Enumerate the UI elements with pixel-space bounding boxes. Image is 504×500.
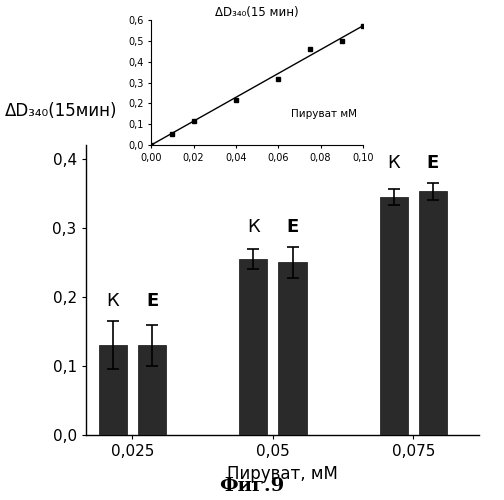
Bar xyxy=(138,345,166,435)
Text: К: К xyxy=(387,154,400,172)
Bar xyxy=(279,262,306,435)
Text: Пируват мМ: Пируват мМ xyxy=(290,109,356,118)
Text: К: К xyxy=(106,292,119,310)
Bar xyxy=(380,197,408,435)
Text: Фиг.9: Фиг.9 xyxy=(219,477,285,495)
Text: К: К xyxy=(247,218,260,236)
Bar xyxy=(239,259,267,435)
X-axis label: Пируват, мМ: Пируват, мМ xyxy=(227,464,338,482)
Text: ΔD₃₄₀(15мин): ΔD₃₄₀(15мин) xyxy=(5,102,117,120)
Text: Е: Е xyxy=(286,218,299,236)
Bar xyxy=(419,192,447,435)
Text: Е: Е xyxy=(427,154,439,172)
Bar xyxy=(99,345,127,435)
Text: Е: Е xyxy=(146,292,158,310)
Title: ΔD₃₄₀(15 мин): ΔD₃₄₀(15 мин) xyxy=(215,6,299,19)
